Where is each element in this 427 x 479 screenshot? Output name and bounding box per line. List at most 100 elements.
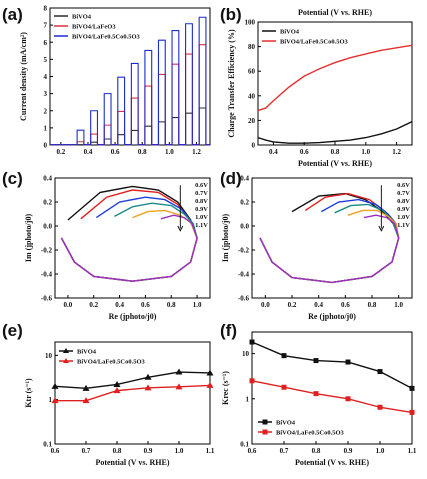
plot-frame xyxy=(251,177,413,299)
x-tick-label: 1.2 xyxy=(192,148,201,156)
x-tick-label: 0.4 xyxy=(269,148,278,156)
x-tick-label: 0.6 xyxy=(141,301,150,309)
data-point xyxy=(175,383,183,390)
x-tick-label: 0.6 xyxy=(51,447,60,455)
y-tick-label: 7 xyxy=(44,22,48,30)
potential-label: 0.9V xyxy=(397,206,410,213)
x-tick-label: 0.6 xyxy=(111,148,120,156)
series-line xyxy=(257,120,413,144)
plot-frame xyxy=(251,331,413,445)
data-point xyxy=(206,369,214,376)
panel-label: (e) xyxy=(2,321,23,340)
data-point xyxy=(82,384,90,391)
series-line xyxy=(55,384,211,402)
potential-label: 1.1V xyxy=(397,222,410,229)
x-tick-label: 0.8 xyxy=(368,301,377,309)
y-tick-label: 0.4 xyxy=(43,175,52,183)
series-line xyxy=(60,202,198,282)
legend-label: BiVO4/LaFe0.5Co0.5O3 xyxy=(280,39,349,46)
panel-label: (f) xyxy=(220,321,237,340)
potential-label: 0.6V xyxy=(195,182,208,189)
x-tick-label: 0.9 xyxy=(344,447,353,455)
y-axis-label: Charge Transfer Efficiency (%) xyxy=(227,29,236,138)
y-tick-label: 60 xyxy=(248,68,256,76)
y-tick-label: 0.2 xyxy=(43,199,52,207)
panel-label: (c) xyxy=(2,169,23,188)
data-point xyxy=(313,391,319,397)
x-tick-label: 1.0 xyxy=(376,447,385,455)
x-tick-label: 0.2 xyxy=(56,148,65,156)
data-point xyxy=(51,382,59,389)
legend-marker xyxy=(63,358,69,363)
data-point xyxy=(377,369,383,375)
data-point xyxy=(377,404,383,410)
x-tick-label: 1.0 xyxy=(175,447,184,455)
x-axis-label: Potential (V vs. RHE) xyxy=(298,159,372,168)
x-tick-label: 0.0 xyxy=(64,301,73,309)
potential-label: 0.9V xyxy=(195,206,208,213)
data-point xyxy=(249,378,255,384)
x-tick-label: 1.1 xyxy=(206,447,215,455)
chart-title: Potential (V vs. RHE) xyxy=(298,8,372,17)
data-point xyxy=(409,385,415,391)
x-tick-label: 0.9 xyxy=(144,447,153,455)
series-line xyxy=(259,214,400,284)
y-tick-label: 2 xyxy=(44,107,48,115)
legend-label: BiVO4/LaFe0.5Co0.5O3 xyxy=(77,359,146,366)
panel-label: (d) xyxy=(220,169,242,188)
y-tick-label: 0.0 xyxy=(43,223,52,231)
x-tick-label: 1.0 xyxy=(193,301,202,309)
panel-b: (b) 0.4 0.6 0.8 1.0 1.2 0 20 40 60 80 100 Potential … xyxy=(220,5,413,168)
legend-label: BiVO4/LaFe0.5Co0.5O3 xyxy=(276,430,345,437)
y-tick-label: 0.1 xyxy=(240,441,249,449)
panel-d: (d) 0.0 0.2 0.4 0.6 0.8 1.0 -0.6 -0.4 -0.2 0.0 0.2 0… xyxy=(220,169,413,321)
data-point xyxy=(345,396,351,402)
x-tick-label: 1.0 xyxy=(361,148,370,156)
data-point xyxy=(281,384,287,390)
potential-label: 0.8V xyxy=(195,198,208,205)
series-line xyxy=(259,198,400,284)
y-tick-label: 1 xyxy=(49,396,53,404)
y-tick-label: 0 xyxy=(44,142,48,150)
legend-label: BiVO4 xyxy=(72,14,92,21)
data-point xyxy=(113,380,121,387)
y-tick-label: 0.4 xyxy=(240,175,249,183)
data-point xyxy=(51,397,59,404)
series-line xyxy=(60,214,198,282)
y-tick-label: -0.6 xyxy=(41,295,53,303)
legend-label: BiVO4 xyxy=(77,349,97,356)
plot-frame xyxy=(54,341,211,445)
panel-label: (b) xyxy=(220,5,242,24)
y-tick-label: 0.1 xyxy=(43,441,52,449)
x-tick-label: 0.4 xyxy=(314,301,323,309)
plot-frame xyxy=(54,177,211,299)
potential-label: 0.7V xyxy=(195,190,208,197)
arrowhead-icon xyxy=(177,225,184,232)
y-tick-label: 3 xyxy=(44,90,48,98)
y-tick-label: 10 xyxy=(242,350,250,358)
panel-e: (e) 0.6 0.7 0.8 0.9 1.0 1.1 0.1 1 10 Potential (V … xyxy=(2,321,215,467)
potential-label: 1.0V xyxy=(195,214,208,221)
data-point xyxy=(249,339,255,345)
x-tick-label: 1.1 xyxy=(408,447,417,455)
legend-label: BiVO4/LaFeO3 xyxy=(72,24,116,31)
panel-f: (f) 0.6 0.7 0.8 0.9 1.0 1.1 0.1 1 10 Potential (V … xyxy=(220,321,417,467)
data-point xyxy=(206,381,214,388)
y-tick-label: -0.6 xyxy=(238,295,250,303)
potential-label: 1.0V xyxy=(397,214,410,221)
series-line xyxy=(251,341,413,389)
y-axis-label: Im (jphoto/j0) xyxy=(24,214,33,263)
y-tick-label: 8 xyxy=(44,5,48,13)
x-tick-label: 0.4 xyxy=(115,301,124,309)
x-axis-label: Potential (V vs. RHE) xyxy=(95,458,169,467)
legend-label: BiVO4 xyxy=(280,29,300,36)
data-point xyxy=(113,387,121,394)
x-tick-label: 1.0 xyxy=(394,301,403,309)
y-tick-label: 40 xyxy=(248,92,256,100)
legend-label: BiVO4 xyxy=(276,420,296,427)
data-point xyxy=(82,397,90,404)
potential-label: 1.1V xyxy=(195,222,208,229)
legend-label: BiVO4/LaFe0.5Co0.5O3 xyxy=(72,34,141,41)
potential-label: 0.7V xyxy=(397,190,410,197)
y-axis-label: Current density (mA/cm²) xyxy=(19,32,28,121)
